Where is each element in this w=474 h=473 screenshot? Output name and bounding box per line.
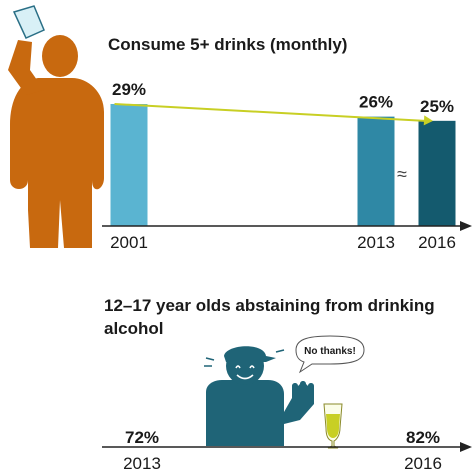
- data-label-2001: 29%: [112, 80, 146, 99]
- data-label-2016: 25%: [420, 97, 454, 116]
- chart-consume-5plus: 29% 26% 25% 2001 2013 2016 ≈: [102, 80, 472, 252]
- x-axis-arrowhead: [460, 442, 472, 452]
- bar-2016: [418, 120, 456, 226]
- person-drinking-icon: [8, 35, 104, 248]
- tick-label-2016: 2016: [404, 454, 442, 473]
- speech-text: No thanks!: [304, 346, 356, 357]
- tick-label-2001: 2001: [110, 233, 148, 252]
- data-label-2016: 82%: [406, 428, 440, 447]
- bar-2013: [357, 116, 395, 226]
- trend-arrow-line: [114, 103, 426, 122]
- speech-bubble: No thanks!: [295, 335, 365, 374]
- chart-title-abstaining: 12–17 year olds abstaining from drinking…: [104, 296, 435, 338]
- tick-label-2013: 2013: [357, 233, 395, 252]
- chart-abstaining: No thanks! 72% 2013 82% 2016: [102, 335, 472, 473]
- axis-break-symbol: ≈: [397, 164, 407, 184]
- tick-label-2016: 2016: [418, 233, 456, 252]
- glass-in-hand-icon: [12, 5, 45, 39]
- data-label-2013: 26%: [359, 93, 393, 112]
- trend-arrowhead: [423, 115, 433, 126]
- x-axis-arrowhead: [460, 221, 472, 231]
- tick-label-2013: 2013: [123, 454, 161, 473]
- beer-glass-icon: [323, 403, 343, 449]
- teen-refusing-icon: [204, 346, 314, 446]
- chart-title-drinking: Consume 5+ drinks (monthly): [108, 35, 348, 54]
- bar-2001: [110, 104, 148, 226]
- data-label-2013: 72%: [125, 428, 159, 447]
